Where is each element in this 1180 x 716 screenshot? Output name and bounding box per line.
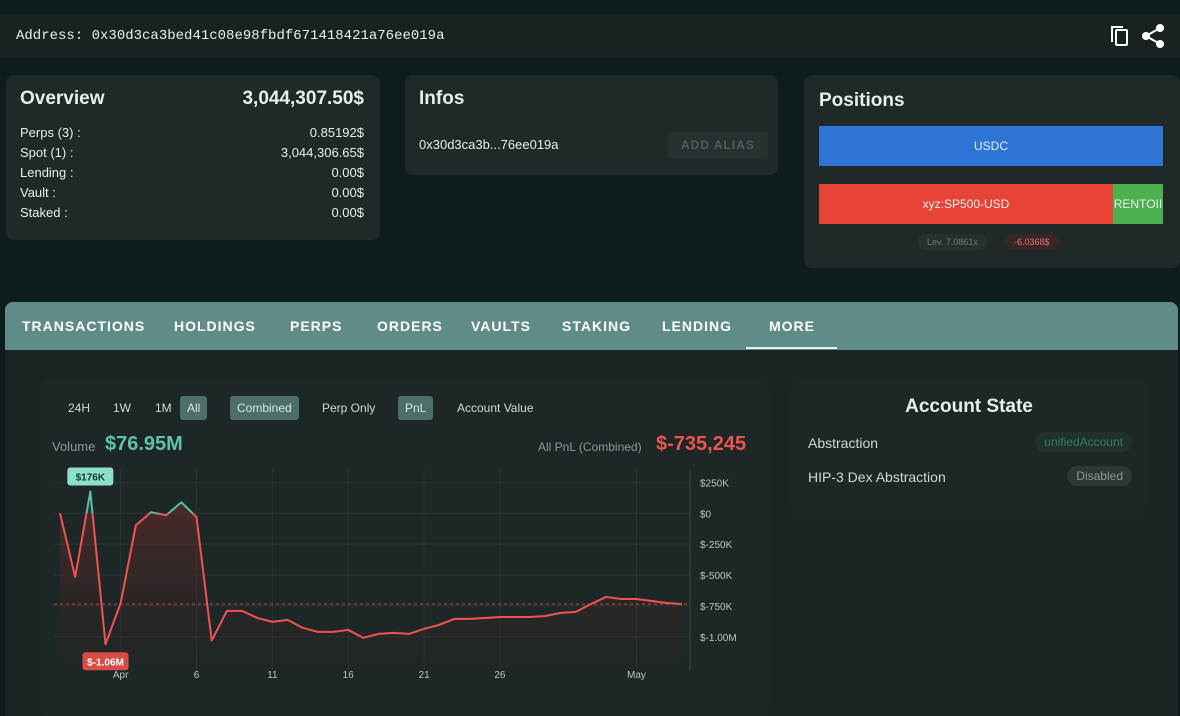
address-actions[interactable] — [1108, 24, 1166, 50]
annotation: $-1.06M — [82, 652, 129, 671]
overview-row-value: 0.00$ — [331, 205, 364, 220]
infos-card: Infos 0x30d3ca3b...76ee019a ADD ALIAS — [405, 75, 778, 175]
volume-label: Volume — [52, 439, 96, 454]
x-tick-label: 21 — [419, 670, 431, 681]
tab[interactable]: ORDERS — [377, 318, 443, 334]
infos-title: Infos — [419, 88, 465, 109]
annotation-label: $-1.06M — [87, 657, 124, 668]
share-icon[interactable] — [1142, 24, 1164, 48]
position-bar[interactable]: USDC — [819, 126, 1163, 166]
y-tick-label: $0 — [700, 509, 712, 520]
overview-row-label: Spot (1) : — [20, 145, 74, 160]
overview-row-label: Perps (3) : — [20, 125, 81, 140]
tab[interactable]: STAKING — [562, 318, 631, 334]
pnl-chip: -6.0368$ — [1005, 234, 1059, 250]
overview-row-value: 0.00$ — [331, 165, 364, 180]
y-tick-label: $-500K — [700, 571, 733, 582]
chart-toggle[interactable]: All — [180, 396, 208, 420]
pnl-line — [59, 490, 683, 646]
chart-card: 24H 1W 1M All Combined Perp Only PnL Account Va… — [40, 380, 770, 716]
tab-indicator — [746, 347, 837, 349]
chart-toggle[interactable]: PnL — [398, 396, 434, 420]
positions-title: Positions — [819, 90, 905, 111]
volume-value: $76.95M — [105, 433, 183, 455]
tab-bar — [5, 302, 1178, 350]
leverage-chip: Lev. 7.0861x — [918, 234, 987, 250]
y-tick-label: $-1.00M — [700, 633, 737, 644]
overview-card: Overview 3,044,307.50$ Perps (3) : 0.8519… — [6, 75, 380, 240]
x-tick-label: 6 — [194, 670, 200, 681]
chart-toggle[interactable]: 1W — [113, 401, 131, 415]
pnl-chart: $250K $0 $-250K $-500K $-750K $-1.00M Apr 6 11 16… — [54, 467, 737, 681]
position-bar[interactable]: RENTOII — [1113, 184, 1163, 224]
add-alias-button[interactable]: ADD ALIAS — [668, 132, 768, 158]
copy-icon[interactable] — [1111, 26, 1128, 46]
tab[interactable]: LENDING — [662, 318, 732, 334]
tab[interactable]: VAULTS — [471, 318, 531, 334]
annotation-label: $176K — [76, 473, 106, 484]
overview-row-value: 0.00$ — [331, 185, 364, 200]
address: Address: 0x30d3ca3bed41c08e98fbdf6714184… — [16, 28, 444, 44]
x-tick-label: 11 — [267, 670, 278, 681]
annotation-box — [67, 467, 114, 486]
tab[interactable]: HOLDINGS — [174, 318, 256, 334]
pnl-label: All PnL (Combined) — [538, 440, 642, 454]
tab[interactable]: TRANSACTIONS — [22, 318, 146, 334]
x-tick-label: Apr — [113, 670, 129, 681]
x-tick-label: May — [627, 670, 646, 681]
chart-toggle[interactable]: Perp Only — [322, 401, 376, 415]
chart-toggle[interactable]: 24H — [68, 401, 91, 415]
top-bar — [0, 14, 1180, 58]
annotation-box — [82, 652, 129, 671]
y-tick-label: $-250K — [700, 540, 733, 551]
chart-toggle[interactable]: Account Value — [457, 401, 534, 415]
chart-toggle[interactable]: 1M — [155, 401, 172, 415]
positions-card: Positions USDC xyz:SP500-USD RENTOII Lev… — [804, 75, 1180, 268]
address-label: Address: — [16, 28, 84, 44]
overview-total: 3,044,307.50$ — [242, 88, 364, 109]
x-tick-label: 16 — [343, 670, 355, 681]
x-tick-label: 26 — [494, 670, 506, 681]
account-state-title: Account State — [905, 396, 1033, 417]
annotation: $176K — [67, 467, 114, 486]
address-value: 0x30d3ca3bed41c08e98fbdf671418421a76ee01… — [91, 28, 445, 44]
infos-address: 0x30d3ca3b...76ee019a — [419, 137, 559, 152]
state-value: unifiedAccount — [1035, 432, 1132, 452]
area-fill — [60, 491, 682, 670]
state-value: Disabled — [1067, 466, 1132, 486]
state-label: HIP-3 Dex Abstraction — [808, 469, 946, 485]
position-bar[interactable]: xyz:SP500-USD — [819, 184, 1113, 224]
overview-row-value: 3,044,306.65$ — [280, 145, 364, 160]
overview-row-value: 0.85192$ — [309, 125, 364, 140]
pnl-value: $-735,245 — [656, 433, 747, 455]
overview-row-label: Vault : — [20, 185, 56, 200]
overview-row-label: Staked : — [20, 205, 68, 220]
chart-toggle[interactable]: Combined — [230, 396, 299, 420]
account-state-card: Account State Abstraction unifiedAccount… — [790, 380, 1148, 515]
overview-row-label: Lending : — [20, 165, 74, 180]
tab[interactable]: PERPS — [290, 318, 343, 334]
tab[interactable]: MORE — [769, 318, 815, 334]
overview-title: Overview — [20, 88, 105, 109]
state-label: Abstraction — [808, 435, 879, 451]
y-tick-label: $-750K — [700, 602, 733, 613]
y-tick-label: $250K — [700, 478, 729, 489]
